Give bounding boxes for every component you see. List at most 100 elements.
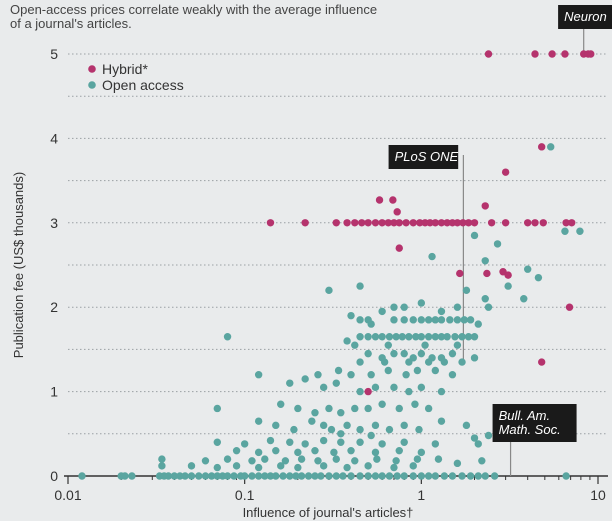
open-access-point [343, 421, 351, 430]
x-tick-label: 10 [590, 487, 606, 503]
open-access-point [277, 400, 285, 408]
open-access-point [431, 316, 440, 324]
open-access-point [453, 316, 462, 324]
open-access-point [561, 227, 569, 235]
x-axis-title: Influence of journal's articles† [243, 505, 414, 520]
y-tick-label: 0 [50, 468, 58, 484]
open-access-point [385, 333, 394, 341]
open-access-point [437, 316, 446, 324]
open-access-point [261, 455, 269, 463]
open-access-point [351, 457, 359, 465]
open-access-point [448, 349, 457, 358]
open-access-point [297, 472, 306, 480]
open-access-point [424, 316, 433, 324]
open-access-point [390, 303, 398, 311]
open-access-point [437, 387, 446, 396]
open-access-point [332, 472, 340, 480]
open-access-point [367, 371, 375, 379]
hybrid-point [390, 219, 398, 227]
open-access-point [400, 438, 408, 446]
open-access-point [294, 463, 302, 472]
hybrid-point [453, 219, 462, 227]
open-access-point [337, 438, 345, 446]
open-access-point [207, 472, 216, 480]
open-access-point [330, 448, 338, 457]
open-access-point [319, 383, 328, 392]
hybrid-point [416, 219, 424, 227]
open-access-point [466, 316, 475, 324]
open-access-point [240, 440, 249, 448]
open-access-point [290, 425, 298, 434]
open-access-point [470, 354, 479, 362]
open-access-point [314, 457, 322, 465]
open-access-point [311, 472, 319, 480]
open-access-point [325, 404, 333, 413]
open-access-point [254, 371, 263, 379]
open-access-point [470, 231, 479, 240]
open-access-point [437, 417, 446, 425]
open-access-point [458, 472, 466, 480]
open-access-point [451, 333, 459, 341]
open-access-point [417, 383, 426, 392]
open-access-point [415, 425, 423, 434]
open-access-point [478, 457, 486, 465]
hybrid-point [587, 50, 595, 58]
open-access-point [364, 404, 372, 413]
grid-lines [68, 53, 606, 435]
open-access-point [413, 455, 422, 463]
open-access-point [279, 472, 287, 480]
hybrid-point [384, 219, 392, 227]
open-access-point [405, 333, 413, 341]
hybrid-point [409, 219, 417, 227]
open-access-point [481, 257, 489, 265]
open-access-point [347, 446, 355, 455]
open-access-point [272, 472, 280, 480]
open-access-point [409, 472, 417, 480]
hybrid-point [443, 219, 451, 227]
y-tick-label: 4 [50, 130, 58, 146]
open-access-point [248, 457, 256, 465]
open-access-point [332, 455, 340, 463]
open-access-point [431, 333, 440, 341]
open-access-point [232, 446, 241, 455]
annotation-box [492, 404, 577, 442]
legend-label: Open access [102, 77, 184, 93]
open-access-point [402, 371, 410, 379]
annotation-label: Bull. Am. [499, 408, 551, 423]
hybrid-point [375, 196, 384, 204]
open-access-point [311, 446, 319, 455]
open-access-point [392, 333, 400, 341]
open-access-point [297, 455, 306, 463]
open-access-point [390, 463, 398, 472]
open-access-point [286, 438, 294, 446]
open-access-point [301, 440, 309, 448]
open-access-point [562, 472, 570, 480]
open-access-point [121, 472, 129, 480]
annotation-box [388, 145, 459, 169]
open-access-point [395, 404, 403, 413]
hybrid-point [459, 219, 467, 227]
open-access-point [213, 472, 222, 480]
hybrid-point [266, 219, 275, 227]
open-access-point [417, 316, 426, 324]
annotations: Neuron PLoS ONE Bull. Am.Math. Soc. [388, 5, 612, 442]
open-access-point [405, 358, 413, 366]
open-access-point [277, 462, 285, 470]
open-access-point [371, 448, 380, 457]
open-access-point [424, 333, 433, 341]
y-tick-label: 2 [50, 299, 58, 315]
open-access-point [448, 472, 457, 480]
hybrid-point [470, 219, 479, 227]
open-access-point [431, 366, 440, 375]
hybrid-point [539, 219, 547, 227]
open-access-point [371, 472, 380, 480]
open-access-point [319, 436, 328, 445]
open-access-point [195, 472, 203, 480]
legend-label: Hybrid* [102, 61, 148, 77]
open-access-point [187, 472, 196, 480]
annotation-box [558, 5, 612, 29]
hybrid-point [371, 219, 380, 227]
hybrid-point [483, 269, 491, 278]
open-access-point [424, 472, 433, 480]
open-access-point [437, 307, 446, 316]
